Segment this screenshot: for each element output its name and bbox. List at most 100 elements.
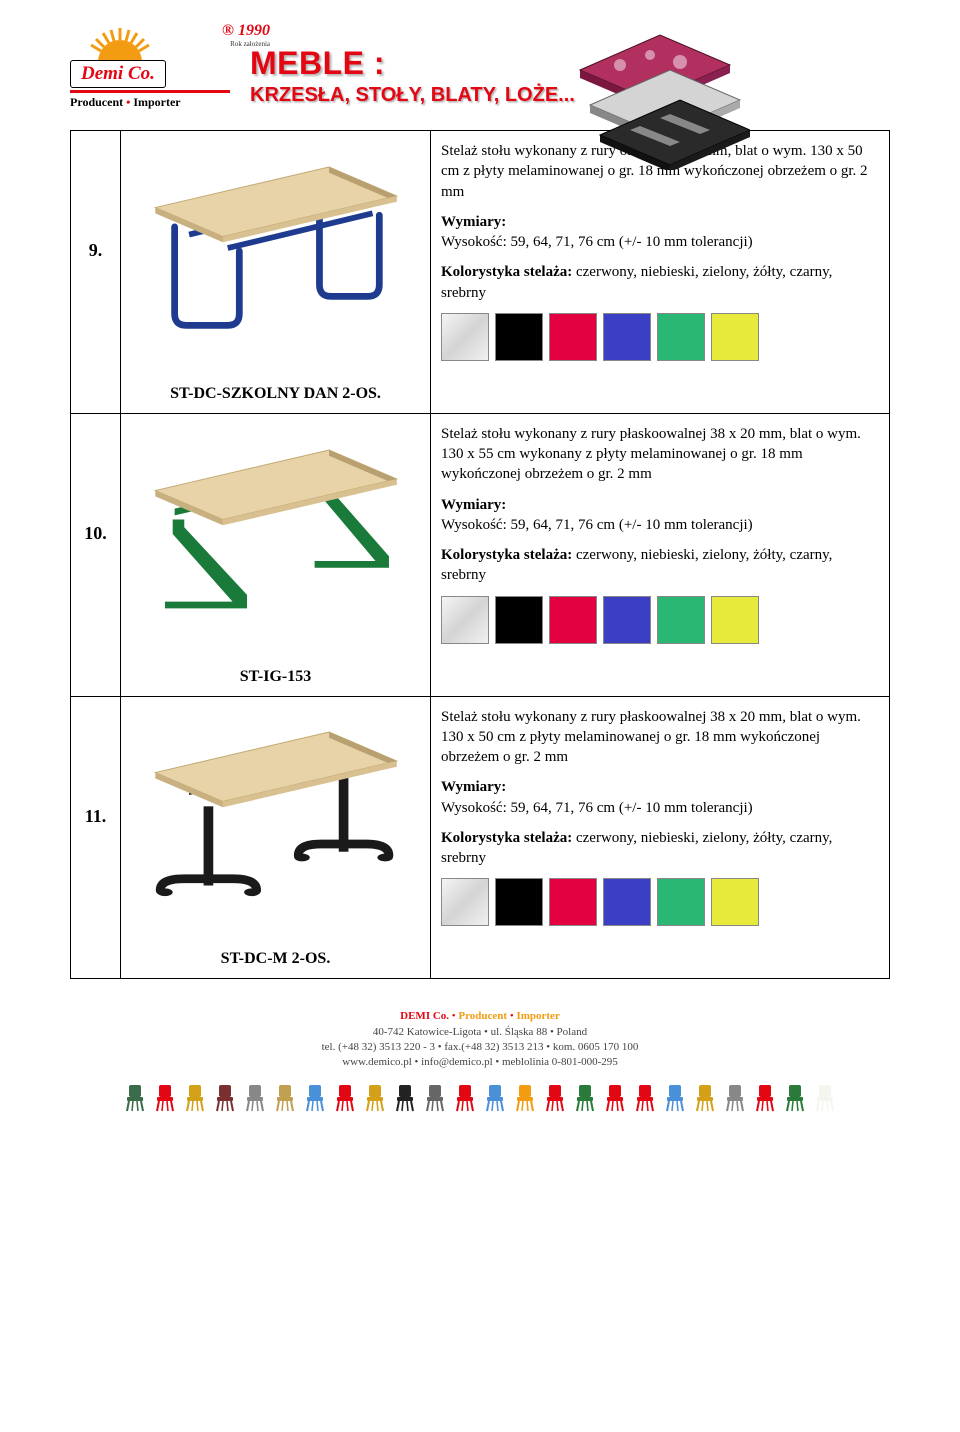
chair-icon <box>752 1083 778 1113</box>
registered-mark: ® <box>222 22 234 39</box>
color-swatches <box>441 878 879 926</box>
logo-name: Demi Co. <box>70 60 166 88</box>
logo-year-sub: Rok założenia <box>230 40 270 48</box>
table-row: 10. Stelaż stołu wykonany z rury płaskoo… <box>71 413 890 653</box>
dimensions-value: Wysokość: 59, 64, 71, 76 cm (+/- 10 mm t… <box>441 517 753 533</box>
product-name-cell: ST-DC-M 2-OS. <box>121 936 431 979</box>
color-swatch <box>495 596 543 644</box>
chair-icon <box>602 1083 628 1113</box>
color-swatch <box>549 596 597 644</box>
product-name: ST-DC-M 2-OS. <box>131 950 420 968</box>
color-swatch <box>657 596 705 644</box>
page-title: MEBLE : KRZESŁA, STOŁY, BLATY, LOŻE... <box>250 45 575 107</box>
chair-icon <box>182 1083 208 1113</box>
footer: DEMI Co. • Producent • Importer 40-742 K… <box>70 1009 890 1113</box>
table-row: ST-DC-SZKOLNY DAN 2-OS. <box>71 371 890 414</box>
empty-cell <box>431 936 890 979</box>
chair-icon <box>122 1083 148 1113</box>
color-swatch <box>711 313 759 361</box>
empty-cell <box>71 654 121 697</box>
tagline-producer: Producent <box>70 95 123 109</box>
chair-icon <box>512 1083 538 1113</box>
footer-line4: www.demico.pl • info@demico.pl • mebloli… <box>70 1055 890 1070</box>
chair-icon <box>392 1083 418 1113</box>
chair-icon <box>452 1083 478 1113</box>
color-swatch <box>657 878 705 926</box>
color-swatch <box>603 313 651 361</box>
product-number: 9. <box>71 131 121 371</box>
footer-line2: 40-742 Katowice-Ligota • ul. Śląska 88 •… <box>70 1025 890 1040</box>
color-swatch <box>711 878 759 926</box>
color-swatch <box>603 878 651 926</box>
table-row: ST-DC-M 2-OS. <box>71 936 890 979</box>
color-swatch <box>603 596 651 644</box>
page: ® 1990 Rok założenia Demi Co. Producent … <box>0 0 960 1432</box>
dimensions-value: Wysokość: 59, 64, 71, 76 cm (+/- 10 mm t… <box>441 800 753 816</box>
colors-label: Kolorystyka stelaża: <box>441 264 572 280</box>
table-row: ST-IG-153 <box>71 654 890 697</box>
footer-brand: DEMI Co. <box>400 1010 449 1022</box>
color-swatch <box>549 878 597 926</box>
desc-text: Stelaż stołu wykonany z rury płaskoowaln… <box>441 424 879 485</box>
product-name: ST-DC-SZKOLNY DAN 2-OS. <box>131 385 420 403</box>
footer-icon-row <box>70 1083 890 1113</box>
logo-tagline: Producent • Importer <box>70 95 230 110</box>
footer-address: DEMI Co. • Producent • Importer 40-742 K… <box>70 1009 890 1071</box>
product-number: 11. <box>71 696 121 936</box>
product-image <box>136 439 416 629</box>
color-swatches <box>441 313 879 361</box>
empty-cell <box>71 936 121 979</box>
logo-block: ® 1990 Rok założenia Demi Co. Producent … <box>70 20 230 110</box>
color-swatch <box>495 313 543 361</box>
product-image-cell <box>121 696 431 936</box>
chair-icon <box>302 1083 328 1113</box>
footer-line3: tel. (+48 32) 3513 220 - 3 • fax.(+48 32… <box>70 1040 890 1055</box>
chair-icon <box>812 1083 838 1113</box>
product-image-cell <box>121 413 431 653</box>
product-image <box>136 721 416 911</box>
chair-icon <box>242 1083 268 1113</box>
colors-label: Kolorystyka stelaża: <box>441 547 572 563</box>
empty-cell <box>431 371 890 414</box>
color-swatch <box>495 878 543 926</box>
chair-icon <box>692 1083 718 1113</box>
chair-icon <box>332 1083 358 1113</box>
dimensions-value: Wysokość: 59, 64, 71, 76 cm (+/- 10 mm t… <box>441 234 753 250</box>
chair-icon <box>782 1083 808 1113</box>
chair-icon <box>152 1083 178 1113</box>
color-swatch <box>711 596 759 644</box>
chair-icon <box>362 1083 388 1113</box>
color-swatches <box>441 596 879 644</box>
footer-producer: Producent <box>458 1010 507 1022</box>
chair-icon <box>212 1083 238 1113</box>
title-line1: MEBLE : <box>250 45 575 82</box>
sample-materials-image <box>550 10 750 170</box>
table-row: 11. Stelaż stołu wykonany z rury płaskoo… <box>71 696 890 936</box>
tagline-importer: Importer <box>133 95 180 109</box>
product-description: Stelaż stołu wykonany z rury płaskoowaln… <box>431 696 890 936</box>
empty-cell <box>71 371 121 414</box>
color-swatch <box>441 878 489 926</box>
logo-divider <box>70 90 230 93</box>
table-row: 9. Stelaż stołu wykonany z rury okrągłej… <box>71 131 890 371</box>
desc-text: Stelaż stołu wykonany z rury płaskoowaln… <box>441 707 879 768</box>
product-name: ST-IG-153 <box>131 668 420 686</box>
color-swatch <box>657 313 705 361</box>
logo-year: 1990 <box>238 22 270 39</box>
chair-icon <box>422 1083 448 1113</box>
product-image-cell <box>121 131 431 371</box>
year-badge: ® 1990 <box>222 22 270 40</box>
dimensions-label: Wymiary: <box>441 214 506 230</box>
title-line2: KRZESŁA, STOŁY, BLATY, LOŻE... <box>250 84 575 107</box>
footer-importer: Importer <box>516 1010 559 1022</box>
chair-icon <box>482 1083 508 1113</box>
chair-icon <box>662 1083 688 1113</box>
colors-label: Kolorystyka stelaża: <box>441 830 572 846</box>
header: ® 1990 Rok założenia Demi Co. Producent … <box>70 20 890 110</box>
chair-icon <box>542 1083 568 1113</box>
dimensions-label: Wymiary: <box>441 497 506 513</box>
color-swatch <box>549 313 597 361</box>
color-swatch <box>441 596 489 644</box>
chair-icon <box>722 1083 748 1113</box>
product-name-cell: ST-IG-153 <box>121 654 431 697</box>
